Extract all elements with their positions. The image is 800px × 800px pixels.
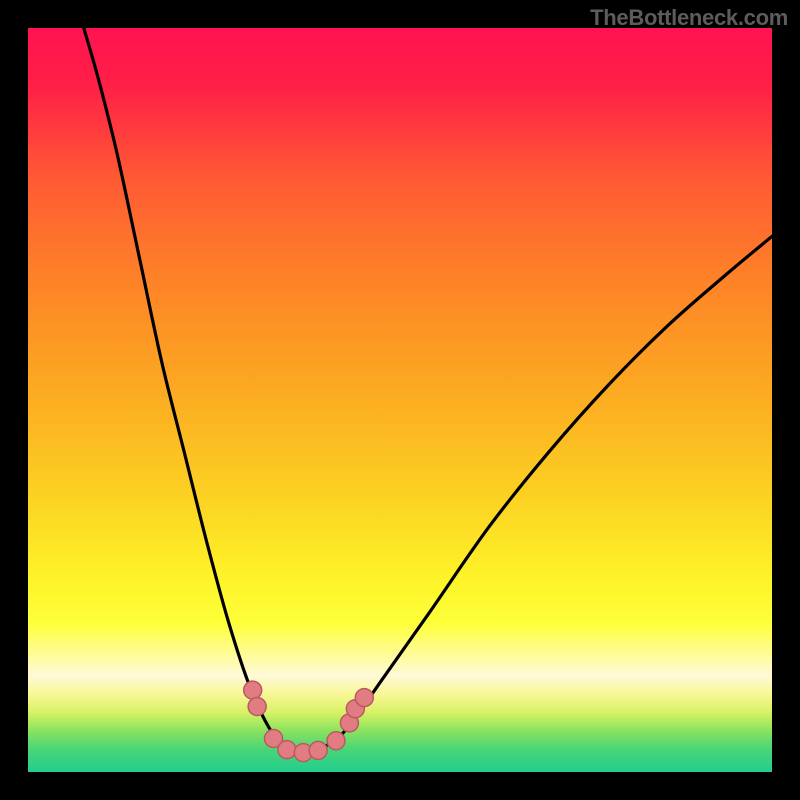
data-marker bbox=[278, 741, 296, 759]
plot-area bbox=[28, 28, 772, 772]
data-marker bbox=[355, 689, 373, 707]
data-marker bbox=[309, 741, 327, 759]
watermark-text: TheBottleneck.com bbox=[590, 5, 788, 31]
gradient-background bbox=[28, 28, 772, 772]
data-marker bbox=[248, 698, 266, 716]
data-marker bbox=[327, 732, 345, 750]
chart-svg bbox=[28, 28, 772, 772]
data-marker bbox=[244, 681, 262, 699]
